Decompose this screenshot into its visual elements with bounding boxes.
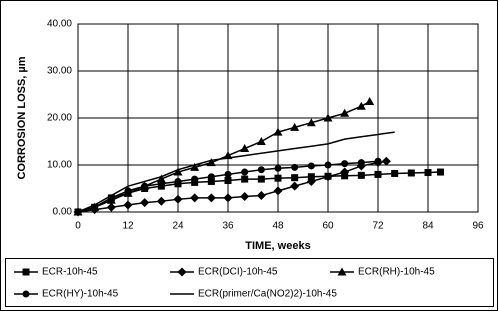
marker <box>156 196 166 206</box>
marker <box>22 268 30 276</box>
y-tick-label: 40.00 <box>47 19 72 30</box>
marker <box>381 156 391 166</box>
marker <box>22 290 30 298</box>
series-line <box>77 131 395 213</box>
marker <box>256 137 266 145</box>
marker <box>157 180 165 188</box>
marker <box>206 193 216 203</box>
marker <box>340 167 350 177</box>
marker <box>241 175 249 183</box>
y-axis-title: CORROSION LOSS, µm <box>16 56 28 179</box>
marker <box>437 168 444 176</box>
x-tick-label: 48 <box>272 221 284 232</box>
marker <box>190 162 200 171</box>
marker <box>341 160 349 168</box>
x-tick-label: 0 <box>75 221 81 232</box>
legend-label: ECR(RH)-10h-45 <box>358 267 435 278</box>
x-tick-label: 12 <box>122 221 134 232</box>
marker <box>223 193 233 203</box>
marker <box>365 97 375 106</box>
marker <box>257 175 265 183</box>
y-tick-label: 10.00 <box>47 160 72 171</box>
marker <box>241 168 249 176</box>
marker <box>140 198 150 208</box>
marker <box>177 267 187 277</box>
legend-frame <box>5 258 494 307</box>
marker <box>291 163 299 171</box>
x-tick-label: 36 <box>222 221 234 232</box>
y-tick-label: 30.00 <box>47 66 72 77</box>
marker <box>240 144 250 153</box>
marker <box>173 167 183 176</box>
marker <box>424 169 432 177</box>
y-tick-label: 20.00 <box>47 113 72 124</box>
marker <box>357 159 365 167</box>
marker <box>141 182 149 190</box>
marker <box>273 127 283 136</box>
marker <box>207 173 215 181</box>
marker <box>206 158 216 167</box>
marker <box>224 170 232 178</box>
marker <box>340 108 350 117</box>
y-tick-label: 0.00 <box>53 207 73 218</box>
marker <box>374 170 382 178</box>
legend-label: ECR(DCI)-10h-45 <box>198 267 278 278</box>
x-tick-label: 60 <box>322 221 334 232</box>
marker <box>391 169 399 177</box>
marker <box>257 166 265 174</box>
marker <box>337 267 347 276</box>
x-tick-label: 96 <box>472 221 484 232</box>
marker <box>174 177 182 185</box>
marker <box>256 191 266 201</box>
marker <box>273 186 283 196</box>
marker <box>323 172 333 182</box>
legend-label: ECR(HY)-10h-45 <box>42 289 119 300</box>
marker <box>274 174 282 182</box>
marker <box>207 177 215 185</box>
marker <box>291 174 299 182</box>
marker <box>156 174 166 183</box>
marker <box>374 157 382 165</box>
legend-label: ECR(primer/Ca(NO2)2)-10h-45 <box>198 289 337 300</box>
marker <box>357 171 365 179</box>
marker <box>191 175 199 183</box>
marker <box>290 122 300 131</box>
marker <box>407 169 415 177</box>
marker <box>323 113 333 122</box>
x-tick-label: 24 <box>172 221 184 232</box>
marker <box>307 173 315 181</box>
marker <box>356 101 366 110</box>
marker <box>106 202 116 212</box>
x-axis-title: TIME, weeks <box>245 240 310 252</box>
marker <box>224 177 232 185</box>
marker <box>124 187 132 195</box>
marker <box>306 176 316 186</box>
marker <box>290 181 300 191</box>
legend-label: ECR-10h-45 <box>42 267 98 278</box>
marker <box>307 162 315 170</box>
marker <box>173 194 183 204</box>
marker <box>240 191 250 201</box>
marker <box>306 118 316 127</box>
marker <box>123 200 133 210</box>
x-tick-label: 72 <box>372 221 384 232</box>
marker <box>324 161 332 169</box>
marker <box>190 193 200 203</box>
marker <box>274 164 282 172</box>
x-tick-label: 84 <box>422 221 434 232</box>
